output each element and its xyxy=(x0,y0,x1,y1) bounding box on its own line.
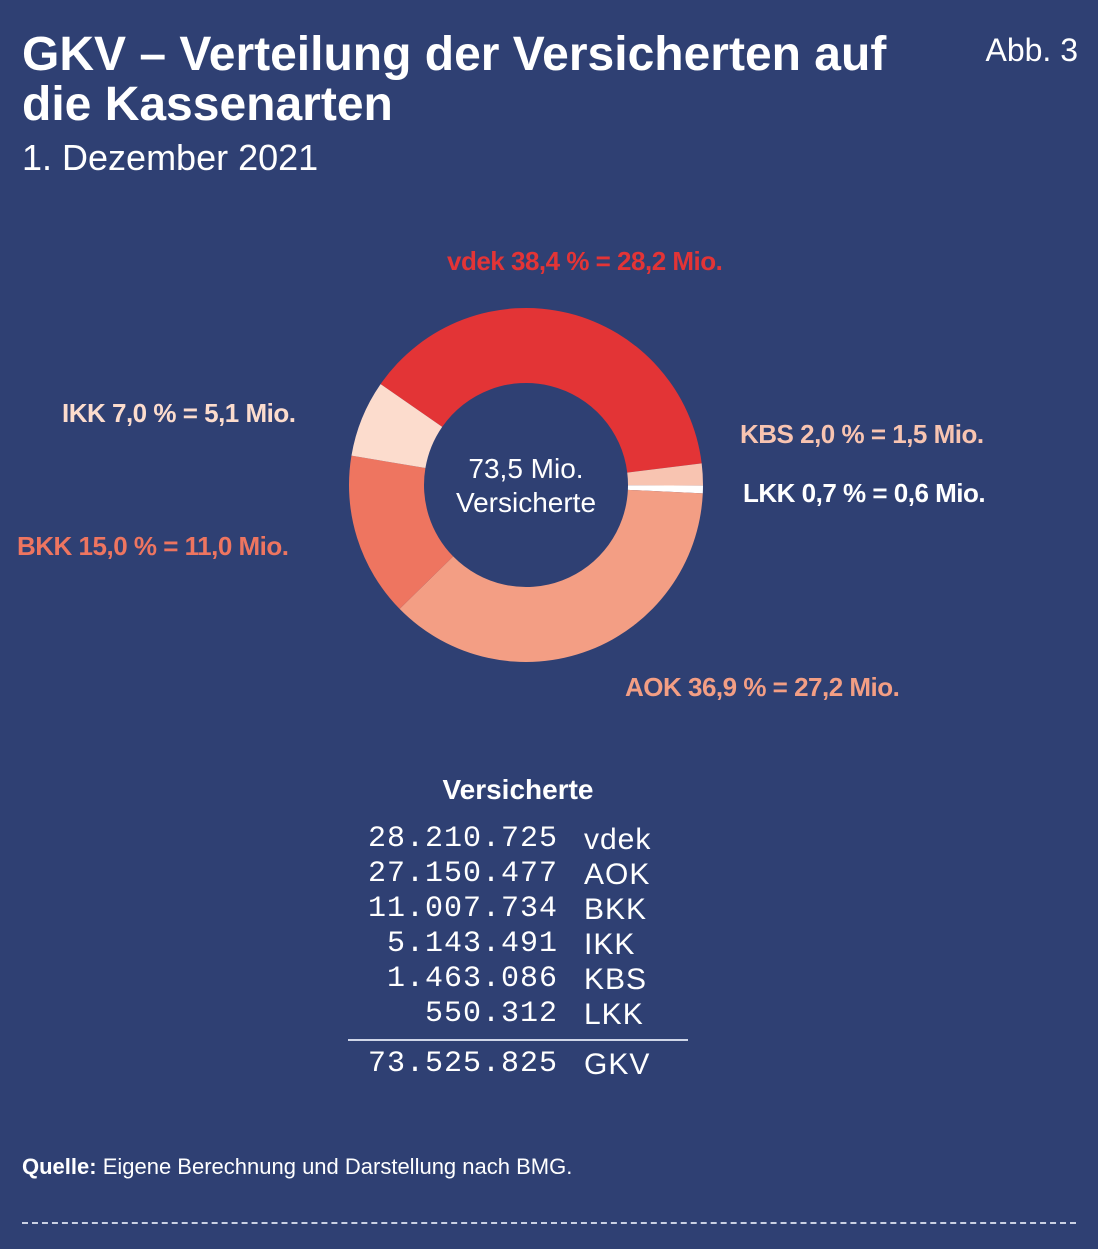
slice-label-kbs: KBS 2,0 % = 1,5 Mio. xyxy=(740,419,984,449)
donut-slice-bkk xyxy=(349,455,454,609)
table-name: vdek xyxy=(584,823,652,856)
donut-slice-ikk xyxy=(351,384,443,469)
table-name: AOK xyxy=(584,858,651,891)
table-value: 1.463.086 xyxy=(386,962,558,996)
table-value: 5.143.491 xyxy=(386,927,558,961)
source-text: Eigene Berechnung und Darstellung nach B… xyxy=(96,1154,573,1179)
table-row: 550.312 LKK xyxy=(348,997,688,1032)
table-total-name: GKV xyxy=(584,1048,651,1081)
donut-chart xyxy=(349,308,703,662)
table-total-value: 73.525.825 xyxy=(367,1047,558,1081)
table-row: 28.210.725 vdek xyxy=(348,822,688,857)
chart-subtitle: 1. Dezember 2021 xyxy=(22,137,319,178)
table-value: 27.150.477 xyxy=(367,857,558,891)
table-row: 1.463.086 KBS xyxy=(348,962,688,997)
source-note: Quelle: Eigene Berechnung und Darstellun… xyxy=(22,1152,572,1182)
slice-label-lkk: LKK 0,7 % = 0,6 Mio. xyxy=(743,478,986,508)
table-row: 11.007.734 BKK xyxy=(348,892,688,927)
table-value: 550.312 xyxy=(424,997,558,1031)
donut-center-label: Versicherte xyxy=(455,487,597,518)
table-name: LKK xyxy=(584,998,644,1031)
donut-center-value: 73,5 Mio. xyxy=(468,453,584,484)
figure-label: Abb. 3 xyxy=(985,32,1078,68)
table-name: KBS xyxy=(584,963,648,996)
donut-slice-lkk xyxy=(627,485,703,494)
table-heading: Versicherte xyxy=(442,774,594,805)
table-divider xyxy=(348,1039,688,1041)
table-name: BKK xyxy=(584,893,648,926)
insured-table: 28.210.725 vdek 27.150.477 AOK 11.007.73… xyxy=(348,822,688,1082)
table-value: 11.007.734 xyxy=(367,892,558,926)
dashed-divider xyxy=(22,1222,1076,1224)
slice-label-ikk: IKK 7,0 % = 5,1 Mio. xyxy=(62,398,296,428)
slice-label-vdek: vdek 38,4 % = 28,2 Mio. xyxy=(447,246,723,276)
table-total-row: 73.525.825 GKV xyxy=(348,1047,688,1082)
table-value: 28.210.725 xyxy=(367,822,558,856)
donut-slice-aok xyxy=(399,489,703,662)
table-name: IKK xyxy=(584,928,636,961)
donut-slice-kbs xyxy=(627,463,703,486)
chart-title: GKV – Verteilung der Versicherten auf di… xyxy=(22,28,887,131)
slice-label-bkk: BKK 15,0 % = 11,0 Mio. xyxy=(17,531,289,561)
donut-slice-vdek xyxy=(380,308,702,473)
table-row: 27.150.477 AOK xyxy=(348,857,688,892)
source-prefix: Quelle: xyxy=(22,1154,97,1179)
slice-label-aok: AOK 36,9 % = 27,2 Mio. xyxy=(625,672,900,702)
table-row: 5.143.491 IKK xyxy=(348,927,688,962)
